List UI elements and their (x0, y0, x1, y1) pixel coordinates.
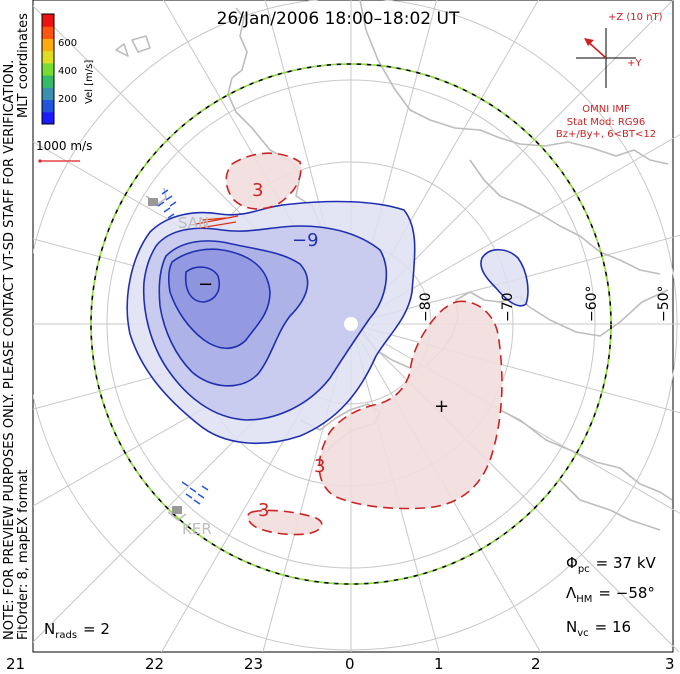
vector (185, 493, 193, 499)
colorbar-swatch (42, 50, 54, 64)
mlt-label-0: 0 (345, 655, 355, 673)
mlt-label-2: 2 (531, 655, 541, 673)
vector (165, 195, 173, 201)
colorbar-tick-600: 600 (58, 38, 77, 49)
positive-cell (225, 152, 503, 536)
vector (169, 201, 177, 207)
colorbar-tick-200: 200 (58, 94, 77, 105)
imf-source: OMNI IMF (582, 104, 630, 115)
mlt-axis: 21 22 23 0 1 2 3 (6, 655, 675, 673)
lat-label-80: −80 (418, 292, 434, 322)
stat-n-vc: Nvc = 16 (566, 618, 631, 639)
radar-san: SAN (148, 189, 239, 232)
colorbar-swatch (42, 87, 54, 101)
radar-san-site (148, 198, 158, 206)
vector (157, 201, 165, 207)
velocity-scale-dot (38, 159, 42, 163)
colorbar-outline (41, 13, 55, 125)
coastline-se-2 (559, 479, 661, 531)
vector (199, 221, 237, 229)
mlt-label-1: 1 (434, 655, 444, 673)
imf-condition: Bz+/By+, 6<BT<12 (556, 129, 656, 140)
coord-note: MLT coordinates (16, 13, 31, 118)
velocity-colorbar: 600 400 200 Vel [m/s] (41, 13, 95, 125)
lat-label-60: −60° (584, 285, 600, 322)
mlt-label-22: 22 (145, 655, 164, 673)
imf-z-label: +Z (10 nT) (608, 12, 663, 23)
velocity-scale: 1000 m/s (36, 139, 92, 163)
radar-ker: KER (172, 481, 212, 538)
meridian-5 (350, 323, 680, 414)
imf-stat-mod: Stat Mod: RG96 (567, 117, 646, 128)
coastline-east (469, 159, 661, 275)
pos-contour-label-main: 3 (314, 456, 325, 477)
vector (193, 499, 201, 505)
radar-san-label: SAN (178, 214, 209, 232)
radar-ker-site (172, 506, 182, 514)
colorbar-swatch (42, 75, 54, 88)
map-stats: Φpc = 37 kV ΛHM = −58° Nvc = 16 Nrads = 2 (44, 554, 657, 641)
pos-contour-label-north: 3 (252, 180, 263, 201)
vector (181, 481, 189, 487)
lat-label-70: −70 (500, 292, 516, 322)
mlt-label-23: 23 (244, 655, 263, 673)
vector (163, 207, 171, 213)
colorbar-swatch (42, 38, 54, 52)
potential-max-marker: + (434, 396, 449, 417)
neg-contour-5 (184, 266, 220, 303)
magnetic-pole (344, 317, 358, 331)
pos-contour-main (318, 300, 503, 510)
mlt-label-3: 3 (665, 655, 675, 673)
colorbar-swatch (42, 111, 54, 125)
coastline-sw (167, 511, 187, 521)
fit-order-note: FitOrder: 8, mapEX format (16, 469, 31, 640)
colorbar-label: Vel [m/s] (84, 60, 95, 104)
coastline-isle-2 (115, 43, 129, 57)
vector (201, 485, 209, 491)
vector (167, 213, 175, 219)
negative-cell (126, 200, 529, 445)
map-title: 26/Jan/2006 18:00–18:02 UT (217, 9, 460, 29)
stat-lambda-hm: ΛHM = −58° (566, 584, 655, 605)
coastline-isle-1 (131, 35, 151, 53)
stat-n-rads: Nrads = 2 (44, 620, 110, 641)
coastline-north (359, 0, 669, 165)
stat-phi-pc: Φpc = 37 kV (566, 554, 657, 575)
vector (195, 215, 239, 225)
pos-contour-south (246, 509, 323, 536)
radar-ker-vectors (181, 481, 209, 505)
colorbar-swatch (42, 62, 54, 76)
coastline-se (499, 409, 673, 501)
vector (197, 493, 205, 499)
lat-label-50: −50° (656, 285, 672, 322)
colorbar-swatch (42, 26, 54, 39)
colorbar-swatch (42, 14, 54, 27)
preview-note: NOTE: FOR PREVIEW PURPOSES ONLY. PLEASE … (2, 60, 17, 640)
vector (201, 217, 227, 221)
radar-ker-label: KER (182, 520, 212, 538)
neg-contour-small (480, 248, 529, 307)
velocity-scale-label: 1000 m/s (36, 139, 92, 153)
meridian-1 (350, 323, 440, 652)
imf-clock: +Z (10 nT) +Y OMNI IMF Stat Mod: RG96 Bz… (556, 12, 663, 140)
colorbar-swatch (42, 99, 54, 113)
hmb-boundary-green (90, 63, 612, 585)
mlt-label-21: 21 (6, 655, 25, 673)
potential-min-marker: − (198, 274, 213, 295)
vector (189, 487, 197, 493)
radar-san-vectors (157, 189, 177, 219)
colorbar-tick-400: 400 (58, 66, 77, 77)
vector (161, 189, 169, 195)
pos-contour-label-south: 3 (258, 500, 269, 521)
imf-y-label: +Y (627, 58, 642, 69)
pos-contour-north (225, 152, 302, 210)
imf-vector-head (584, 38, 594, 46)
colorbar-swatches (42, 14, 54, 125)
radar-san-red-vectors (195, 215, 239, 229)
neg-contour-label: −9 (292, 230, 319, 251)
